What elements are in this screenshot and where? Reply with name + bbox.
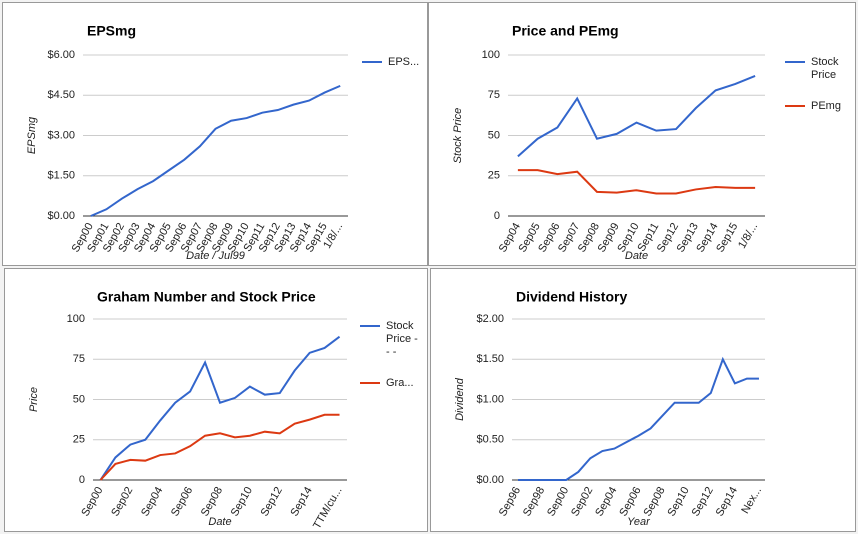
y-tick-label: $1.00 <box>476 393 504 405</box>
y-tick-label: 0 <box>494 210 500 222</box>
legend-label: Gra... <box>386 377 414 389</box>
y-tick-label: $2.00 <box>476 313 504 325</box>
chart-panel: Graham Number and Stock Price 0 25 50 75 100 S… <box>4 268 428 532</box>
panel-background <box>2 2 428 266</box>
chart-title: Graham Number and Stock Price <box>97 289 316 305</box>
chart-panel: Price and PEmg0255075100Sep04Sep05Sep06S… <box>428 2 856 266</box>
panel-background <box>428 2 856 266</box>
y-tick-label: $3.00 <box>47 129 75 141</box>
chart-title: EPSmg <box>87 23 136 39</box>
x-axis-title: Date / Jul99 <box>186 250 245 262</box>
y-tick-label: 75 <box>488 89 500 101</box>
y-tick-label: $0.00 <box>47 210 75 222</box>
data-line <box>99 413 340 481</box>
data-line <box>90 84 341 217</box>
legend-label: Stock Price -- - <box>386 320 418 358</box>
y-axis-title: Dividend <box>454 377 466 421</box>
y-tick-label: $0.00 <box>476 474 504 486</box>
y-tick-label: 100 <box>482 49 500 61</box>
y-axis-title: EPSmg <box>26 116 38 154</box>
legend-label: EPS... <box>388 56 419 68</box>
y-tick-label: 100 <box>67 313 85 325</box>
chart-panel: EPSmg$0.00$1.50$3.00$4.50$6.00Sep00Sep01… <box>2 2 428 266</box>
chart-title: Price and PEmg <box>512 23 619 39</box>
y-axis-title: Price <box>28 387 40 412</box>
y-tick-label: 25 <box>488 170 500 182</box>
y-tick-label: 50 <box>488 129 500 141</box>
data-line <box>517 75 756 158</box>
y-tick-label: 0 <box>79 474 85 486</box>
legend-label: Stock Price <box>811 56 839 81</box>
chart-panel: Dividend History $0.00 $0.50 $1.00 $1.50 $2.0… <box>430 268 856 532</box>
y-axis-title: Stock Price <box>452 108 464 164</box>
y-tick-label: 25 <box>73 434 85 446</box>
data-line <box>518 356 759 481</box>
y-tick-label: 75 <box>73 353 85 365</box>
x-axis-title: Date <box>625 250 648 262</box>
y-tick-label: $1.50 <box>47 170 75 182</box>
y-tick-label: $4.50 <box>47 89 75 101</box>
x-axis-title: Date <box>208 516 231 528</box>
y-tick-label: $0.50 <box>476 434 504 446</box>
data-line <box>517 169 756 195</box>
chart-title: Dividend History <box>516 289 627 305</box>
legend-label: PEmg <box>811 100 841 112</box>
y-tick-label: $6.00 <box>47 49 75 61</box>
data-line <box>99 335 341 481</box>
x-axis-title: Year <box>627 516 651 528</box>
y-tick-label: $1.50 <box>476 353 504 365</box>
y-tick-label: 50 <box>73 393 85 405</box>
